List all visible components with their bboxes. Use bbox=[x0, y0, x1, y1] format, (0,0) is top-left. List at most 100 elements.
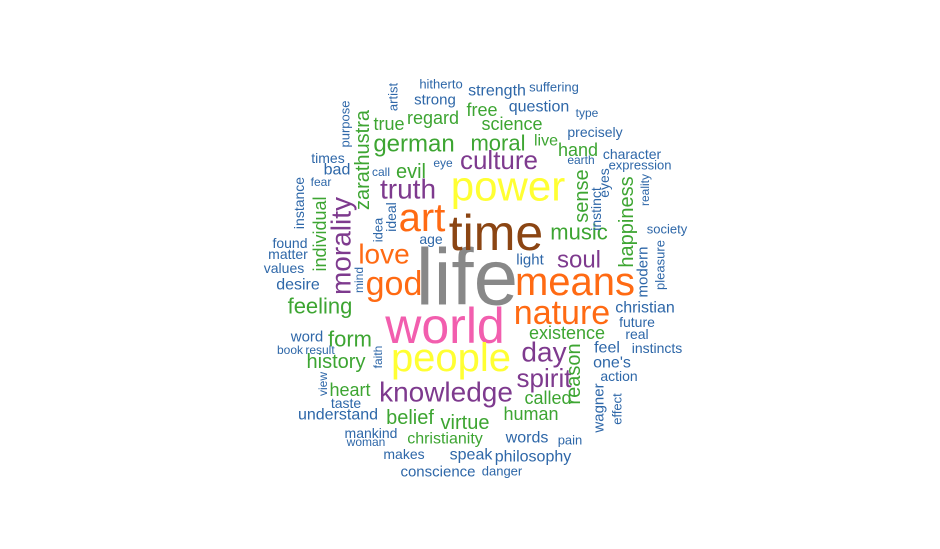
cloud-word-free: free bbox=[466, 100, 497, 120]
cloud-word-day: day bbox=[521, 337, 566, 368]
cloud-word-word: word bbox=[290, 329, 324, 346]
cloud-word-modern: modern bbox=[635, 247, 652, 298]
cloud-word-truth: truth bbox=[380, 174, 436, 205]
cloud-word-evil: evil bbox=[396, 161, 426, 183]
cloud-word-makes: makes bbox=[383, 446, 424, 462]
cloud-word-expression: expression bbox=[609, 158, 672, 173]
cloud-word-people: people bbox=[391, 336, 511, 380]
cloud-word-nature: nature bbox=[514, 294, 610, 332]
cloud-word-mankind: mankind bbox=[345, 425, 398, 441]
cloud-word-hitherto: hitherto bbox=[419, 77, 462, 92]
cloud-word-character: character bbox=[603, 146, 662, 162]
cloud-word-question: question bbox=[509, 99, 570, 116]
cloud-word-conscience: conscience bbox=[400, 464, 475, 481]
cloud-word-morality: morality bbox=[326, 197, 357, 295]
cloud-word-future: future bbox=[619, 314, 655, 330]
cloud-word-bad: bad bbox=[324, 162, 351, 179]
cloud-word-science: science bbox=[481, 114, 542, 134]
cloud-word-feeling: feeling bbox=[288, 294, 353, 319]
cloud-word-eyes: eyes bbox=[596, 168, 612, 198]
cloud-word-eye: eye bbox=[433, 156, 453, 170]
cloud-word-result: result bbox=[305, 343, 335, 357]
cloud-word-human: human bbox=[503, 404, 558, 424]
cloud-word-society: society bbox=[647, 222, 688, 237]
cloud-word-instance: instance bbox=[291, 177, 307, 229]
cloud-word-danger: danger bbox=[482, 464, 523, 479]
cloud-word-art: art bbox=[399, 196, 446, 240]
cloud-word-faith: faith bbox=[371, 346, 385, 369]
cloud-word-knowledge: knowledge bbox=[379, 377, 513, 408]
cloud-word-idea: idea bbox=[371, 217, 386, 242]
cloud-word-feel: feel bbox=[594, 340, 620, 357]
cloud-word-zarathustra: zarathustra bbox=[352, 109, 374, 210]
cloud-word-type: type bbox=[576, 106, 599, 120]
cloud-word-individual: individual bbox=[310, 196, 330, 271]
cloud-word-real: real bbox=[625, 326, 648, 342]
cloud-word-form: form bbox=[328, 327, 372, 352]
cloud-word-understand: understand bbox=[298, 407, 378, 424]
cloud-word-purpose: purpose bbox=[338, 101, 353, 148]
cloud-word-philosophy: philosophy bbox=[495, 449, 572, 466]
cloud-word-mind: mind bbox=[352, 267, 366, 293]
cloud-word-desire: desire bbox=[276, 277, 320, 294]
cloud-word-music: music bbox=[550, 220, 607, 245]
cloud-word-power: power bbox=[451, 163, 565, 210]
cloud-word-love: love bbox=[358, 239, 409, 270]
cloud-word-instinct: instinct bbox=[588, 187, 604, 231]
cloud-word-history: history bbox=[307, 351, 366, 373]
cloud-word-german: german bbox=[373, 131, 454, 158]
cloud-word-values: values bbox=[264, 260, 304, 276]
cloud-word-matter: matter bbox=[268, 246, 308, 262]
cloud-word-artist: artist bbox=[386, 83, 401, 112]
cloud-word-live: live bbox=[534, 133, 558, 150]
cloud-word-strong: strong bbox=[414, 92, 456, 109]
cloud-word-pleasure: pleasure bbox=[653, 240, 668, 290]
cloud-word-heart: heart bbox=[329, 380, 370, 400]
cloud-word-speak: speak bbox=[450, 447, 494, 464]
cloud-word-hand: hand bbox=[558, 140, 598, 160]
cloud-word-called: called bbox=[524, 388, 571, 408]
cloud-word-regard: regard bbox=[407, 108, 459, 128]
cloud-word-words: words bbox=[505, 430, 549, 447]
cloud-word-earth: earth bbox=[567, 153, 594, 167]
cloud-word-virtue: virtue bbox=[441, 412, 490, 434]
cloud-word-taste: taste bbox=[331, 395, 362, 411]
cloud-word-times: times bbox=[311, 150, 344, 166]
cloud-word-happiness: happiness bbox=[616, 176, 638, 267]
cloud-word-call: call bbox=[372, 165, 390, 179]
cloud-word-world: world bbox=[384, 298, 504, 354]
cloud-word-god: god bbox=[366, 265, 423, 303]
cloud-word-moral: moral bbox=[470, 131, 525, 156]
cloud-word-true: true bbox=[373, 114, 404, 134]
cloud-word-pain: pain bbox=[558, 433, 583, 448]
cloud-word-book: book bbox=[277, 343, 304, 357]
cloud-word-spirit: spirit bbox=[517, 363, 573, 393]
cloud-word-one-s: one's bbox=[593, 355, 631, 372]
cloud-word-ideal: ideal bbox=[383, 202, 399, 232]
cloud-word-reality: reality bbox=[638, 174, 652, 206]
cloud-word-strength: strength bbox=[468, 83, 526, 100]
cloud-word-time: time bbox=[449, 205, 543, 261]
cloud-word-woman: woman bbox=[346, 435, 386, 449]
cloud-word-life: life bbox=[416, 233, 518, 322]
cloud-word-christian: christian bbox=[615, 300, 675, 317]
cloud-word-instincts: instincts bbox=[632, 340, 683, 356]
cloud-word-christianity: christianity bbox=[407, 431, 483, 448]
cloud-word-culture: culture bbox=[460, 145, 538, 175]
cloud-word-suffering: suffering bbox=[529, 80, 579, 95]
cloud-word-means: means bbox=[515, 260, 635, 304]
cloud-word-reason: reason bbox=[563, 343, 585, 404]
cloud-word-effect: effect bbox=[610, 393, 625, 425]
cloud-word-action: action bbox=[600, 368, 637, 384]
cloud-word-age: age bbox=[419, 231, 443, 247]
cloud-word-belief: belief bbox=[386, 407, 434, 429]
cloud-word-wagner: wagner bbox=[591, 383, 608, 433]
cloud-word-existence: existence bbox=[529, 323, 605, 343]
cloud-word-fear: fear bbox=[311, 175, 332, 189]
cloud-word-light: light bbox=[516, 252, 544, 269]
cloud-word-sense: sense bbox=[571, 169, 593, 222]
cloud-word-found: found bbox=[272, 235, 307, 251]
cloud-word-soul: soul bbox=[557, 247, 601, 274]
cloud-word-view: view bbox=[316, 372, 330, 396]
